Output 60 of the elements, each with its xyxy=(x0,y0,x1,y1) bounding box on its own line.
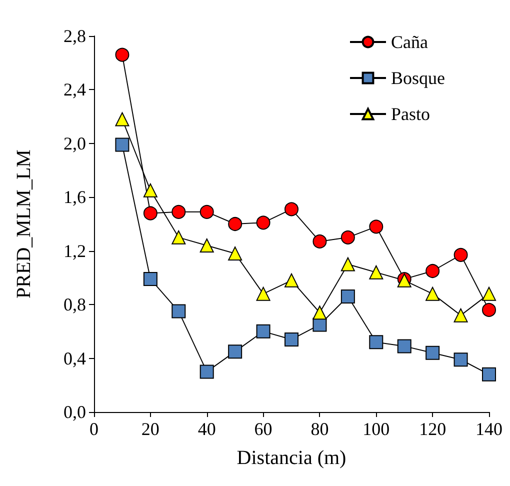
x-tick-label: 120 xyxy=(419,419,446,439)
point xyxy=(172,204,186,219)
point xyxy=(369,265,384,280)
point xyxy=(454,308,468,322)
point xyxy=(115,48,130,62)
point xyxy=(228,246,242,261)
point xyxy=(369,220,384,234)
point xyxy=(143,272,158,286)
point xyxy=(369,335,384,350)
point xyxy=(482,367,496,382)
y-axis-title: PRED_MLM_LM xyxy=(13,149,35,298)
y-tick-label: 2,4 xyxy=(64,80,86,100)
point xyxy=(200,204,214,219)
point xyxy=(426,286,440,301)
x-tick-label: 60 xyxy=(254,419,272,439)
y-tick-label: 0,4 xyxy=(64,348,86,368)
point xyxy=(340,257,355,272)
point xyxy=(426,346,440,360)
point xyxy=(200,238,214,252)
point xyxy=(284,332,298,346)
point xyxy=(143,183,158,198)
y-tick-label: 0,0 xyxy=(64,402,86,422)
y-tick-label: 2,0 xyxy=(64,133,86,154)
point xyxy=(397,339,412,354)
point xyxy=(172,304,186,318)
x-tick-label: 100 xyxy=(362,419,390,439)
point xyxy=(228,217,242,231)
x-tick-label: 20 xyxy=(141,419,160,439)
point xyxy=(172,230,186,244)
point xyxy=(143,206,158,220)
point xyxy=(312,234,327,248)
point xyxy=(256,216,270,230)
legend-label: Bosque xyxy=(391,68,446,88)
point xyxy=(284,273,298,288)
point xyxy=(312,306,327,320)
legend-label: Caña xyxy=(391,32,428,52)
legend-label: Pasto xyxy=(391,104,430,124)
y-tick-label: 2,8 xyxy=(64,26,86,46)
point xyxy=(482,302,496,317)
point xyxy=(228,344,242,359)
x-tick-label: 140 xyxy=(476,419,502,439)
point xyxy=(454,248,468,262)
point xyxy=(115,138,130,152)
point xyxy=(284,202,298,216)
y-tick-label: 1,6 xyxy=(64,187,86,208)
point xyxy=(426,264,440,278)
point xyxy=(454,352,468,367)
point xyxy=(340,290,355,304)
x-tick-label: 40 xyxy=(198,419,216,439)
x-tick-label: 80 xyxy=(310,419,329,439)
point xyxy=(340,230,355,244)
y-tick-label: 1,2 xyxy=(64,240,86,261)
point xyxy=(200,364,214,379)
point xyxy=(115,112,130,126)
y-tick-label: 0,8 xyxy=(64,294,86,315)
point xyxy=(256,324,270,338)
x-tick-label: 0 xyxy=(90,419,98,439)
point xyxy=(256,286,270,301)
x-axis-title: Distancia (m) xyxy=(236,447,346,469)
point xyxy=(482,286,496,301)
